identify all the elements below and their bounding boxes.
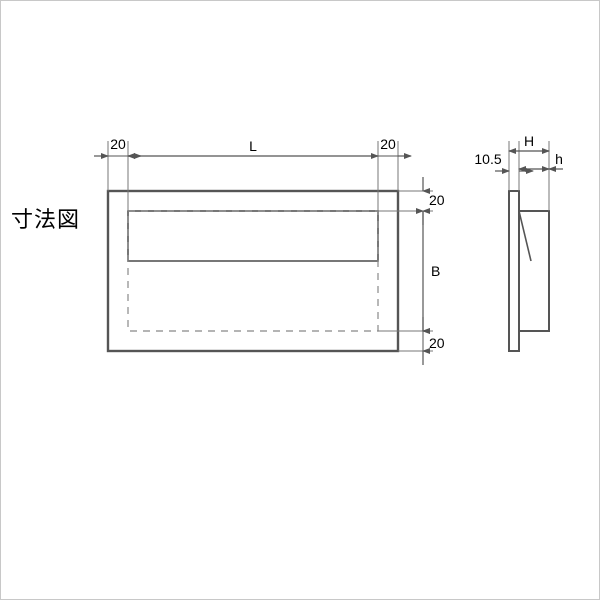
- side-view: 10.5 H h: [474, 133, 563, 351]
- label-20L: 20: [110, 136, 126, 152]
- label-B: B: [431, 263, 440, 279]
- side-flap: [519, 211, 531, 261]
- label-h: h: [555, 151, 563, 167]
- label-L: L: [249, 138, 257, 154]
- front-body-dashed: [128, 211, 378, 331]
- label-H: H: [524, 133, 534, 149]
- side-faceplate: [509, 191, 519, 351]
- front-outer-rect: [108, 191, 398, 351]
- label-20T: 20: [429, 192, 445, 208]
- front-slot-rect: [128, 211, 378, 261]
- dimension-drawing: L 20 20 20 B 20: [1, 1, 600, 601]
- label-10_5: 10.5: [474, 151, 501, 167]
- diagram-page: 寸法図 L: [0, 0, 600, 600]
- label-20B: 20: [429, 335, 445, 351]
- label-20R: 20: [380, 136, 396, 152]
